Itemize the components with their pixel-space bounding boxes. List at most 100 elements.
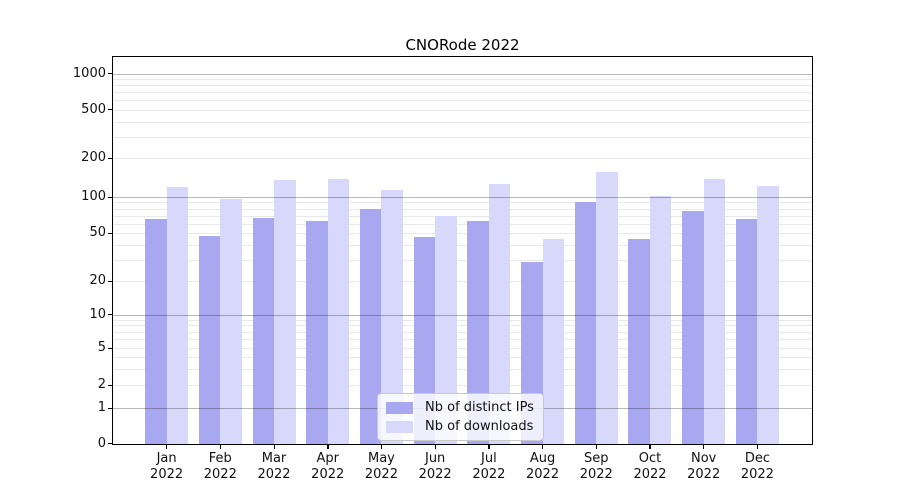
- y-tick-label: 1: [97, 400, 106, 415]
- x-tick-label-year: 2022: [150, 466, 184, 482]
- bar-downloads: [596, 171, 618, 444]
- y-tick-label: 500: [81, 101, 106, 117]
- gridline-minor: [113, 223, 812, 225]
- gridline-minor: [113, 136, 812, 138]
- gridline-minor: [113, 325, 812, 327]
- gridline-minor: [113, 348, 812, 349]
- gridline-minor: [113, 233, 812, 234]
- bar-distinct-ips: [198, 236, 221, 444]
- x-tick-label: Apr 2022: [300, 451, 356, 482]
- x-tick-label-month: Apr: [316, 451, 339, 466]
- gridline-minor: [113, 100, 812, 102]
- bar-distinct-ips: [682, 211, 704, 444]
- bar-downloads: [649, 196, 672, 444]
- bar-downloads: [542, 238, 565, 444]
- x-tick-label-month: May: [367, 451, 395, 466]
- x-tick: [219, 445, 222, 449]
- y-tick: [108, 109, 112, 111]
- legend-item-distinct-ips: Nb of distinct IPs: [386, 400, 534, 415]
- gridline-minor: [113, 215, 812, 217]
- gridline-minor: [113, 319, 812, 321]
- bar-distinct-ips: [574, 202, 597, 444]
- x-tick-label: Oct 2022: [622, 451, 678, 482]
- x-tick-label-year: 2022: [203, 466, 237, 482]
- x-tick: [434, 445, 436, 449]
- x-tick: [327, 445, 329, 449]
- gridline-minor: [113, 121, 812, 123]
- x-tick-label: Jul 2022: [461, 451, 517, 482]
- x-tick: [542, 445, 544, 449]
- y-tick-label: 100: [81, 189, 106, 204]
- x-tick-label: Mar 2022: [246, 451, 302, 482]
- y-tick-label: 20: [89, 273, 106, 289]
- x-tick-label-month: Mar: [261, 451, 287, 466]
- x-tick-label-year: 2022: [472, 466, 506, 482]
- bar-downloads: [757, 186, 779, 444]
- bar-downloads: [166, 187, 189, 444]
- x-tick-label-year: 2022: [364, 466, 398, 482]
- gridline-minor: [113, 158, 812, 160]
- gridline-minor: [113, 109, 812, 111]
- y-tick: [108, 407, 112, 409]
- x-tick-label: Jun 2022: [407, 451, 463, 482]
- x-tick: [166, 445, 168, 449]
- plot-area: 1000 500 200 100 50 20 10 5 2 1 0 Jan 2022 Feb 2022 Ma…: [73, 56, 813, 482]
- y-tick-label: 5: [97, 340, 106, 355]
- x-tick: [380, 445, 383, 449]
- x-tick-label: Feb 2022: [192, 451, 248, 482]
- x-tick: [649, 445, 651, 449]
- y-tick: [108, 347, 112, 349]
- y-tick-label: 1000: [72, 65, 106, 81]
- bar-distinct-ips: [467, 220, 489, 444]
- bar-downloads: [488, 183, 511, 444]
- y-tick: [108, 314, 112, 316]
- bar-distinct-ips: [735, 218, 758, 444]
- y-tick-label: 2: [97, 377, 106, 392]
- x-tick-label-year: 2022: [257, 466, 291, 482]
- x-tick-label-year: 2022: [418, 466, 452, 482]
- bar-distinct-ips: [145, 218, 167, 444]
- x-tick: [756, 445, 759, 449]
- y-tick: [108, 196, 112, 198]
- x-tick-label: Nov 2022: [676, 451, 732, 482]
- x-tick-label-month: Oct: [638, 451, 662, 466]
- y-tick-label: 200: [81, 150, 106, 166]
- gridline-major: [113, 197, 812, 198]
- bar-downloads: [327, 178, 350, 444]
- y-tick: [108, 384, 112, 386]
- x-tick-label-month: Nov: [691, 451, 717, 466]
- bar-downloads: [703, 178, 726, 444]
- legend-label-downloads: Nb of downloads: [425, 419, 534, 434]
- x-tick-label-month: Jun: [424, 451, 446, 466]
- x-tick: [273, 445, 275, 449]
- y-tick: [108, 443, 112, 445]
- bar-distinct-ips: [306, 220, 328, 444]
- gridline-minor: [113, 331, 812, 333]
- gridline-major: [113, 314, 812, 316]
- y-tick: [108, 232, 112, 234]
- y-tick-label: 10: [89, 306, 106, 322]
- x-tick-label-month: Dec: [744, 451, 770, 466]
- gridline-minor: [113, 208, 812, 210]
- gridline-minor: [113, 339, 812, 341]
- y-tick: [108, 280, 112, 283]
- x-tick: [703, 445, 705, 449]
- bar-distinct-ips: [413, 237, 436, 444]
- legend-swatch-downloads: [386, 420, 413, 433]
- x-tick-label-year: 2022: [740, 466, 774, 482]
- x-tick-label-year: 2022: [526, 466, 560, 482]
- x-tick-label-month: Feb: [208, 451, 232, 466]
- x-tick-label-year: 2022: [579, 466, 613, 482]
- x-tick-label-month: Sep: [584, 451, 609, 466]
- y-tick-label: 0: [97, 435, 106, 451]
- bar-distinct-ips: [252, 217, 275, 444]
- y-tick-label: 50: [89, 225, 106, 240]
- gridline-minor: [113, 202, 812, 204]
- legend-item-downloads: Nb of downloads: [386, 419, 534, 434]
- bar-distinct-ips: [359, 209, 382, 444]
- bar-downloads: [220, 198, 242, 444]
- x-tick-label-year: 2022: [687, 466, 721, 482]
- legend: Nb of distinct IPs Nb of downloads: [377, 393, 544, 441]
- x-tick-label-year: 2022: [311, 466, 345, 482]
